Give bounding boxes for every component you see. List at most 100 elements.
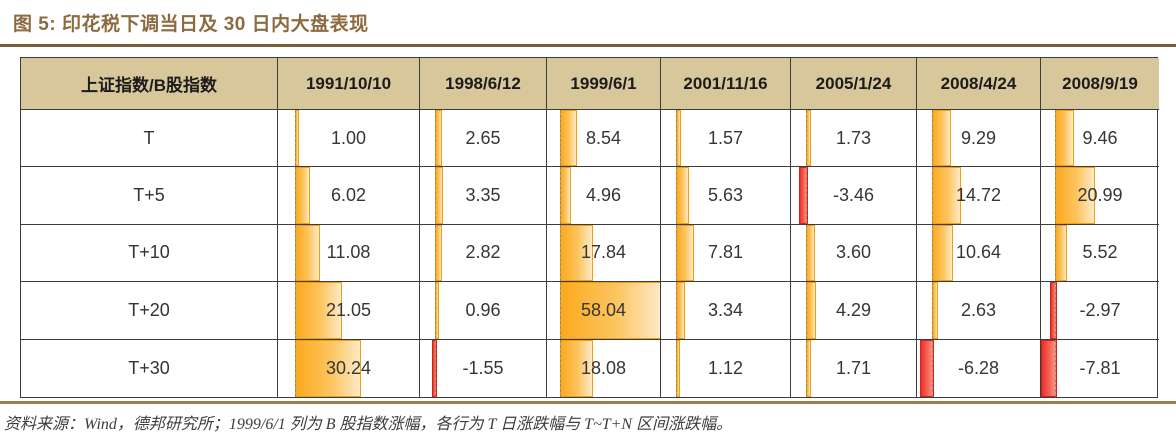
value-cell: 58.04 [547, 282, 661, 340]
positive-databar [805, 224, 815, 282]
databar-zero-axis [805, 339, 807, 397]
value-cell: 5.63 [661, 167, 791, 225]
databar-zero-axis [931, 282, 933, 339]
value-cell: -3.46 [791, 167, 917, 225]
databar-zero-axis [805, 224, 807, 282]
value-cell: 6.02 [278, 167, 420, 225]
row-label: T+5 [133, 185, 165, 206]
databar-zero-axis [294, 167, 296, 224]
value-label: 1.71 [835, 357, 872, 378]
value-cell: 8.54 [547, 110, 661, 168]
databar-zero-axis [676, 282, 678, 339]
positive-databar [676, 282, 685, 339]
positive-databar [560, 282, 660, 339]
value-label: 2.65 [465, 127, 501, 148]
value-label: -6.28 [957, 357, 1000, 378]
value-cell: 4.29 [791, 282, 917, 340]
value-label: -1.55 [462, 357, 504, 378]
value-label: -3.46 [832, 185, 875, 206]
row-label-cell: T+30 [21, 339, 278, 397]
date-header-label: 2001/11/16 [683, 73, 768, 93]
value-cell: -1.55 [420, 339, 547, 397]
value-label: 7.81 [707, 242, 744, 263]
databar-zero-axis [676, 110, 678, 167]
value-label: 18.08 [580, 357, 627, 378]
value-cell: 3.34 [661, 282, 791, 340]
databar-zero-axis [560, 110, 562, 167]
databar-zero-axis [434, 224, 436, 282]
databar-zero-axis [676, 167, 678, 224]
value-label: 4.96 [585, 185, 622, 206]
value-label: 17.84 [580, 242, 627, 263]
databar-zero-axis [434, 282, 436, 339]
row-label: T+30 [128, 357, 170, 378]
source-note: 资料来源：Wind，德邦研究所；1999/6/1 列为 B 股指数涨幅，各行为 … [4, 416, 733, 433]
value-cell: 5.52 [1041, 224, 1159, 283]
positive-databar [294, 167, 310, 224]
value-cell: 3.60 [791, 224, 917, 283]
date-header-label: 2008/9/19 [1062, 73, 1138, 93]
value-cell: 11.08 [278, 224, 420, 283]
value-cell: 2.65 [420, 110, 547, 168]
corner-header-label: 上证指数/B股指数 [81, 76, 217, 95]
databar-zero-axis [931, 110, 933, 167]
value-label: 5.52 [1082, 242, 1118, 263]
databar-zero-axis [931, 339, 933, 397]
databar-zero-axis [1054, 339, 1056, 397]
value-cell: 14.72 [917, 167, 1041, 225]
databar-zero-axis [294, 224, 296, 282]
positive-databar [560, 339, 594, 397]
databar-zero-axis [1054, 110, 1056, 167]
positive-databar [434, 224, 443, 282]
value-cell: 0.96 [420, 282, 547, 340]
date-header-label: 1999/6/1 [570, 73, 637, 93]
value-cell: 1.00 [278, 110, 420, 168]
value-label: 14.72 [955, 185, 1002, 206]
databar-zero-axis [434, 167, 436, 224]
value-label: 5.63 [707, 185, 744, 206]
positive-databar [931, 224, 954, 282]
date-header-cell: 1998/6/12 [420, 58, 547, 110]
databar-zero-axis [805, 282, 807, 339]
value-label: 3.35 [465, 185, 501, 206]
negative-databar [431, 339, 437, 397]
positive-databar [560, 167, 571, 224]
value-cell: 4.96 [547, 167, 661, 225]
negative-databar [919, 339, 934, 397]
value-cell: 1.57 [661, 110, 791, 168]
databar-zero-axis [676, 339, 678, 397]
value-cell: 3.35 [420, 167, 547, 225]
positive-databar [931, 110, 951, 167]
databar-zero-axis [931, 224, 933, 282]
databar-zero-axis [434, 110, 436, 167]
value-cell: 2.63 [917, 282, 1041, 340]
databar-zero-axis [294, 282, 296, 339]
row-label-cell: T+10 [21, 224, 278, 283]
date-header-cell: 2008/9/19 [1041, 58, 1159, 110]
value-label: 30.24 [325, 357, 372, 378]
value-cell: 1.73 [791, 110, 917, 168]
value-label: 1.12 [707, 357, 744, 378]
title-divider-rule [0, 44, 1176, 47]
positive-databar [931, 167, 962, 224]
value-cell: 2.82 [420, 224, 547, 283]
value-label: 6.02 [330, 185, 367, 206]
databar-zero-axis [1054, 167, 1056, 224]
value-label: -2.97 [1079, 299, 1121, 320]
positive-databar [560, 110, 578, 167]
value-label: 8.54 [585, 127, 622, 148]
value-label: 11.08 [326, 242, 371, 263]
row-label: T+10 [128, 242, 170, 263]
date-header-cell: 2005/1/24 [791, 58, 917, 110]
date-header-label: 1998/6/12 [445, 73, 521, 93]
table-bottom-rule [0, 401, 1176, 404]
value-cell: 20.99 [1041, 167, 1159, 225]
positive-databar [1054, 110, 1074, 167]
positive-databar [434, 167, 444, 224]
databar-zero-axis [1054, 282, 1056, 339]
value-label: -7.81 [1079, 357, 1121, 378]
value-cell: -7.81 [1041, 339, 1159, 397]
value-label: 10.64 [955, 242, 1002, 263]
value-cell: 1.12 [661, 339, 791, 397]
value-cell: 10.64 [917, 224, 1041, 283]
